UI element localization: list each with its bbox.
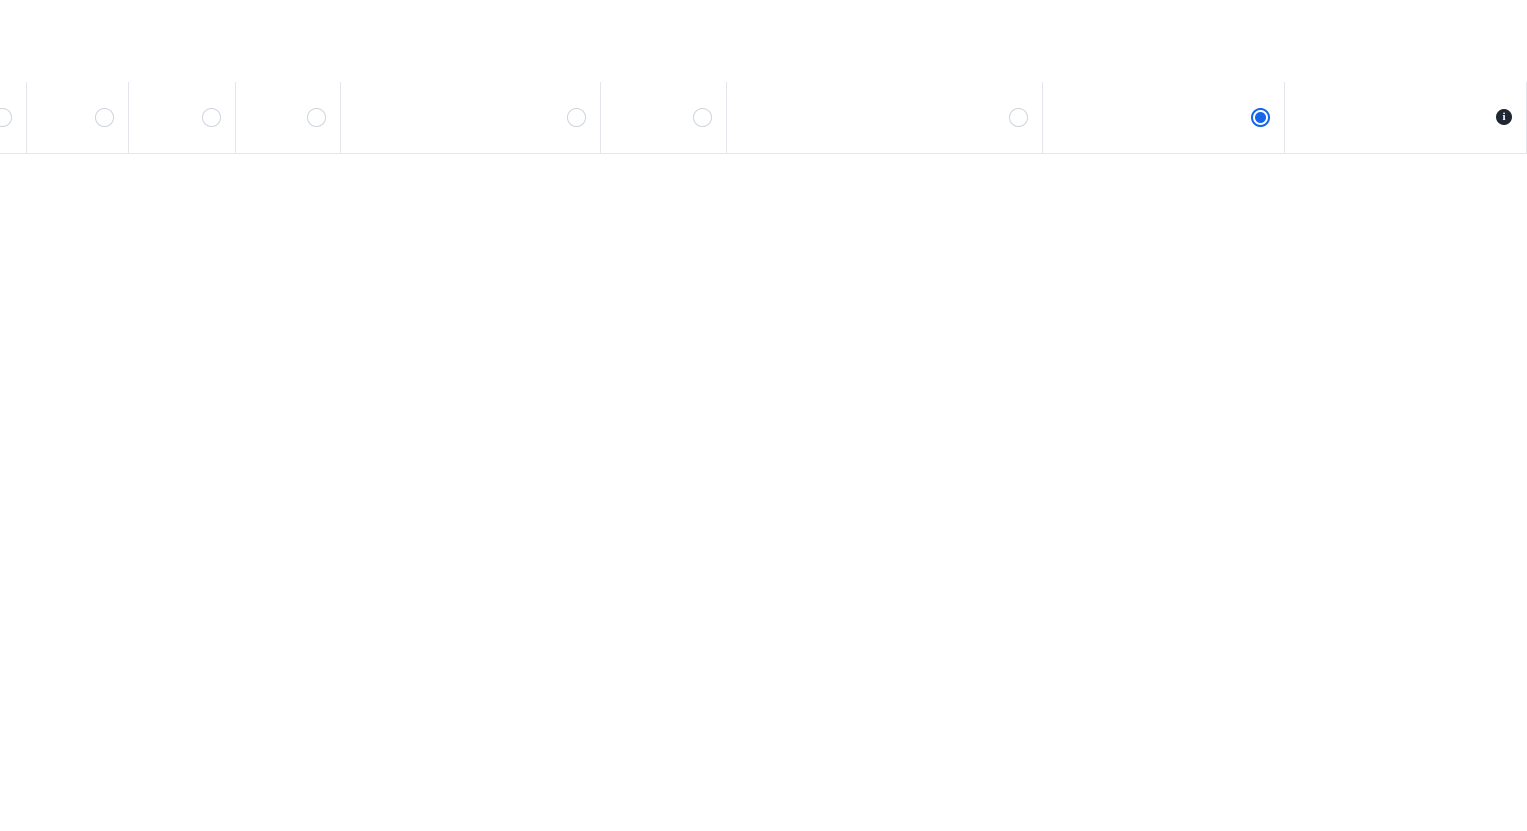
- column-header-a[interactable]: [1042, 82, 1285, 154]
- column-header-f[interactable]: [128, 82, 236, 154]
- corner-cell: i: [1284, 82, 1527, 154]
- column-header-h[interactable]: [0, 82, 27, 154]
- column-radio-f[interactable]: [202, 107, 221, 127]
- column-selector-row: i: [0, 82, 1527, 154]
- column-radio-h[interactable]: [0, 107, 12, 127]
- column-radio-a[interactable]: [1251, 107, 1270, 127]
- info-icon[interactable]: i: [1496, 109, 1512, 126]
- instruction-bar: [0, 0, 1527, 50]
- column-header-e[interactable]: [235, 82, 341, 154]
- column-header-d[interactable]: [340, 82, 601, 154]
- column-radio-c[interactable]: [693, 107, 712, 127]
- column-radio-g[interactable]: [95, 107, 114, 127]
- table-scroll-area[interactable]: i: [0, 82, 1527, 831]
- data-grid: i: [0, 82, 1527, 154]
- column-header-g[interactable]: [26, 82, 129, 154]
- column-header-c[interactable]: [600, 82, 727, 154]
- column-radio-d[interactable]: [567, 107, 586, 127]
- column-radio-e[interactable]: [307, 107, 326, 127]
- grid-head: i: [0, 82, 1527, 154]
- column-radio-b[interactable]: [1009, 107, 1028, 127]
- column-header-b[interactable]: [726, 82, 1043, 154]
